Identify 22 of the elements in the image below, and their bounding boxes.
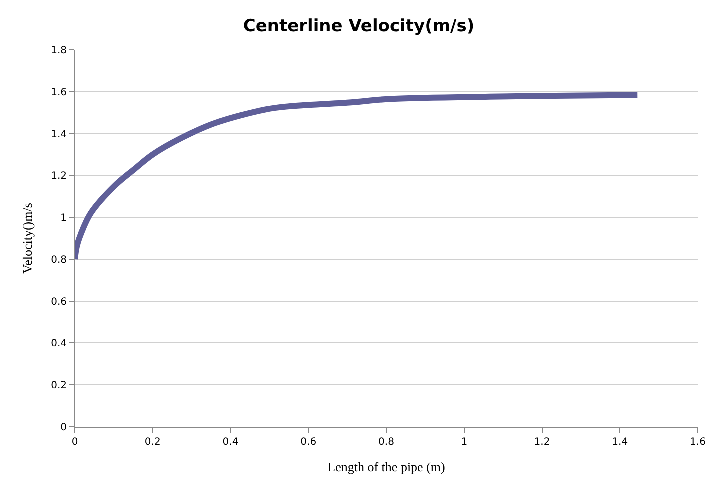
y-tick-label: 0.8 xyxy=(51,254,67,266)
y-tick-label: 1.2 xyxy=(51,171,67,182)
chart-title: Centerline Velocity(m/s) xyxy=(243,16,475,36)
y-tick-label: 0 xyxy=(60,422,67,434)
x-tick-label: 0.2 xyxy=(144,437,161,448)
y-tick-label: 0.2 xyxy=(51,380,67,392)
x-tick-label: 1.2 xyxy=(534,437,550,448)
x-tick-label: 1 xyxy=(461,437,468,448)
y-tick-label: 1.8 xyxy=(51,46,67,56)
y-tick-label: 1 xyxy=(60,213,67,224)
x-tick-label: 0.8 xyxy=(378,437,394,448)
x-tick-label: 0 xyxy=(72,437,78,448)
x-tick-label: 0.6 xyxy=(300,437,317,448)
y-tick-label: 1.6 xyxy=(51,87,67,98)
y-tick-label: 1.4 xyxy=(51,129,67,140)
y-tick-label: 0.4 xyxy=(51,338,67,350)
y-tick-label: 0.6 xyxy=(51,296,67,308)
x-tick-label: 1.6 xyxy=(690,437,706,448)
x-axis-title: Length of the pipe (m) xyxy=(328,460,446,475)
y-axis-title: Velocity()m/s xyxy=(20,203,36,274)
x-tick-label: 0.4 xyxy=(222,437,239,448)
x-tick-label: 1.4 xyxy=(612,437,628,448)
